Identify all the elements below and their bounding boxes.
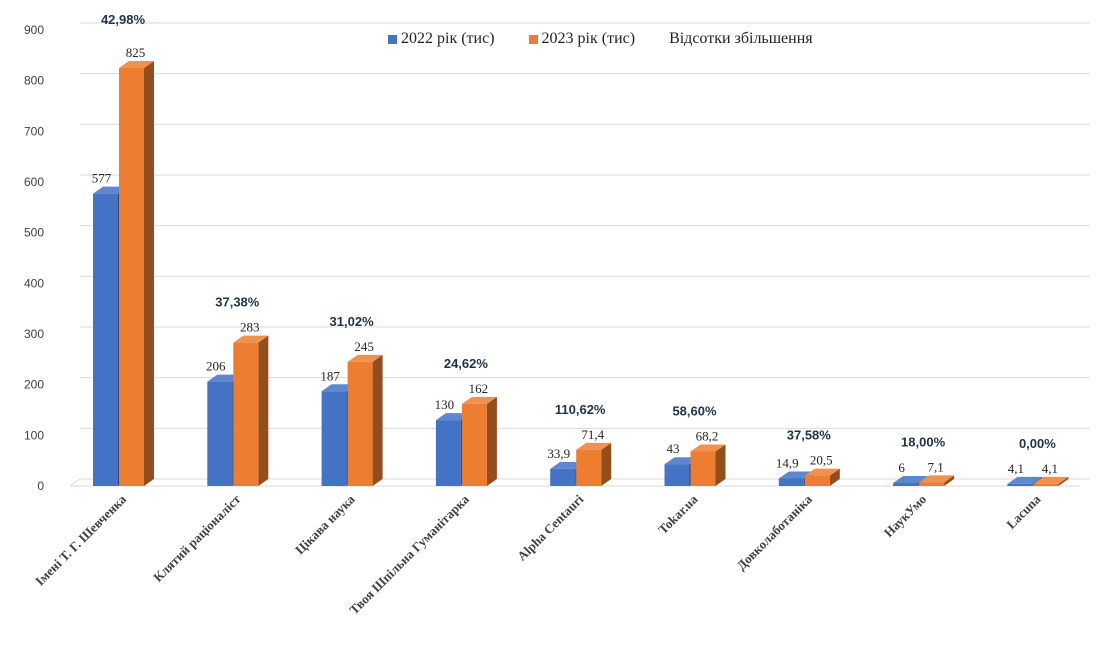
bar-2023 [1033, 483, 1059, 486]
y-tick-label: 100 [24, 428, 44, 442]
x-tick-label: Клятий раціоналіст [150, 491, 244, 585]
bar-2022 [550, 468, 576, 486]
legend-item-percent: Відсотки збільшення [669, 30, 813, 48]
data-label-2023: 4,1 [1042, 461, 1058, 476]
bar-2023-top [919, 475, 955, 483]
y-tick-label: 800 [24, 74, 44, 88]
bar-2023-side [1058, 476, 1069, 486]
legend-swatch-2023 [528, 34, 538, 44]
data-label-2022: 206 [206, 359, 226, 374]
y-tick-label: 600 [24, 175, 44, 189]
x-tick-label: Tokar.ua [655, 491, 701, 537]
x-tick-label: Довколаботаніка [733, 491, 815, 573]
data-label-2022: 130 [435, 397, 455, 412]
bar-2022 [321, 391, 347, 486]
legend-label-percent: Відсотки збільшення [669, 30, 813, 47]
y-tick-label: 700 [24, 124, 44, 138]
bar-2023 [233, 342, 259, 486]
bar-2023-side [372, 354, 383, 486]
legend-item-2023: 2023 рік (тис) [528, 30, 636, 48]
legend-label-2023: 2023 рік (тис) [541, 30, 636, 47]
bar-2022 [435, 420, 461, 486]
percent-label: 18,00% [901, 434, 946, 449]
percent-label: 58,60% [672, 403, 717, 418]
bar-2023-top [1033, 476, 1069, 484]
bar-2023-top [461, 396, 497, 404]
data-label-2022: 43 [667, 441, 680, 456]
data-label-2022: 14,9 [776, 455, 799, 470]
bar-2023 [461, 403, 487, 486]
x-tick-label: Alpha Centauri [514, 491, 586, 563]
bar-2022 [778, 478, 804, 486]
percent-label: 110,62% [555, 402, 606, 417]
bar-2023-side [715, 444, 726, 486]
data-label-2023: 283 [240, 320, 260, 335]
x-tick-label: Цікава наука [292, 491, 358, 557]
bar-2022 [207, 381, 233, 486]
y-tick-label: 500 [24, 226, 44, 240]
bar-2022 [93, 193, 118, 487]
y-tick-label: 200 [24, 378, 44, 392]
x-tick-label: НаукУмо [881, 492, 930, 541]
x-tick-label: Lacuna [1003, 491, 1044, 532]
bar-2022-top [893, 475, 929, 483]
x-tick-label: Імені Т. Г. Шевченка [32, 491, 129, 588]
data-label-2022: 33,9 [547, 446, 570, 461]
y-tick-label: 400 [24, 276, 44, 290]
data-label-2023: 162 [469, 381, 489, 396]
y-tick-label: 0 [37, 479, 44, 493]
legend-label-2022: 2022 рік (тис) [401, 30, 495, 47]
data-label-2023: 68,2 [696, 428, 719, 443]
percent-label: 0,00% [1019, 436, 1056, 451]
bar-2023 [690, 451, 716, 486]
bar-2023-side [601, 442, 612, 486]
data-label-2023: 7,1 [927, 459, 943, 474]
percent-label: 42,98% [101, 12, 146, 27]
data-label-2023: 245 [354, 339, 374, 354]
bar-2023 [804, 475, 830, 486]
bar-2022 [1007, 483, 1033, 486]
bar-2023-top [119, 61, 154, 68]
bar-2023-side [829, 468, 840, 486]
bar-2023-side [944, 475, 955, 486]
legend-swatch-2022 [388, 34, 397, 44]
bar-2023-side [486, 396, 497, 486]
bar-2022-top [1007, 476, 1043, 484]
bar-2023-top [804, 468, 840, 476]
legend-item-2022: 2022 рік (тис) [388, 30, 495, 48]
bar-2023-top [690, 444, 726, 452]
bar-2023 [576, 449, 602, 486]
bar-2023-side [144, 61, 154, 486]
floor-edge [69, 478, 81, 487]
bar-2023-top [233, 335, 269, 343]
bar-2023-side [258, 335, 269, 486]
y-tick-label: 300 [24, 327, 44, 341]
percent-label: 37,38% [215, 295, 260, 310]
bar-2022 [893, 482, 919, 486]
data-label-2022: 6 [898, 460, 905, 475]
bar-2023 [119, 68, 144, 486]
bar-2023 [347, 361, 373, 486]
bar-2023-top [576, 442, 612, 450]
data-label-2023: 825 [126, 45, 146, 60]
data-label-2022: 4,1 [1008, 461, 1024, 476]
percent-label: 31,02% [330, 314, 375, 329]
data-label-2022: 187 [320, 368, 340, 383]
data-label-2023: 71,4 [581, 427, 604, 442]
x-tick-label: Твоя Шпільна Гуманітарка [346, 491, 472, 617]
data-label-2022: 577 [92, 171, 112, 186]
bar-2022 [664, 464, 690, 486]
percent-label: 37,58% [787, 428, 832, 443]
y-tick-label: 900 [24, 23, 44, 37]
data-label-2023: 20,5 [810, 453, 833, 468]
percent-label: 24,62% [444, 356, 489, 371]
bar-2023 [919, 482, 945, 486]
legend: 2022 рік (тис) 2023 рік (тис) Відсотки з… [388, 30, 847, 48]
bar-2023-top [347, 354, 383, 362]
